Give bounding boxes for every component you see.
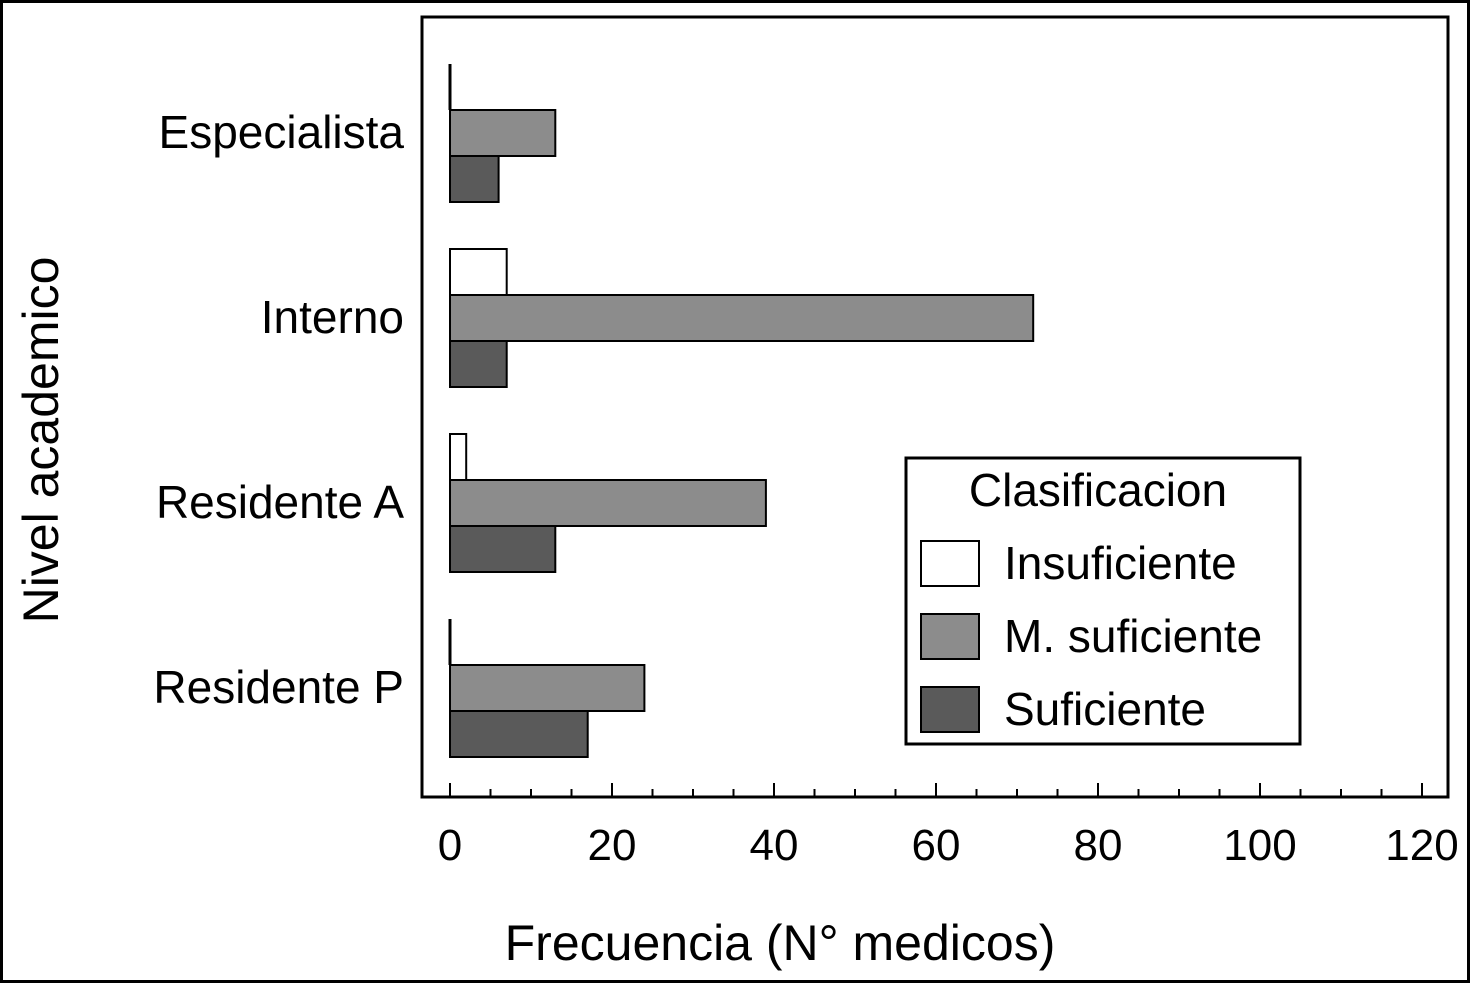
x-axis: 0 20 40 60 80 100 120 <box>438 783 1459 870</box>
y-axis-title: Nivel academico <box>13 257 69 624</box>
x-tick-label: 20 <box>588 821 637 870</box>
legend-label: Suficiente <box>1004 683 1206 735</box>
legend-swatch <box>920 613 980 660</box>
x-tick-label: 40 <box>750 821 799 870</box>
y-tick-label: Interno <box>261 291 404 343</box>
legend: Clasificacion Insuficiente M. suficiente S… <box>904 456 1302 746</box>
bar <box>449 664 646 712</box>
bar <box>449 294 1035 342</box>
x-axis-title: Frecuencia (N° medicos) <box>505 915 1056 971</box>
x-tick-label: 80 <box>1074 821 1123 870</box>
bar <box>449 340 508 388</box>
bar <box>449 109 557 157</box>
legend-swatch <box>920 686 980 733</box>
bars-group <box>448 64 1035 758</box>
bar <box>449 710 589 758</box>
bar <box>449 433 468 481</box>
bar <box>449 525 557 573</box>
x-tick-label: 100 <box>1223 821 1296 870</box>
legend-swatch <box>920 540 980 587</box>
y-tick-label: Residente A <box>156 476 404 528</box>
x-tick-label: 0 <box>438 821 462 870</box>
bar <box>449 479 767 527</box>
bar <box>449 155 500 203</box>
legend-label: M. suficiente <box>1004 610 1262 662</box>
y-axis: Especialista Interno Residente A Residente … <box>153 106 404 713</box>
bar <box>449 248 508 296</box>
x-tick-label: 120 <box>1385 821 1458 870</box>
y-tick-label: Residente P <box>153 661 404 713</box>
legend-title: Clasificacion <box>969 464 1227 516</box>
x-tick-label: 60 <box>912 821 961 870</box>
y-tick-label: Especialista <box>159 106 405 158</box>
legend-label: Insuficiente <box>1004 537 1237 589</box>
